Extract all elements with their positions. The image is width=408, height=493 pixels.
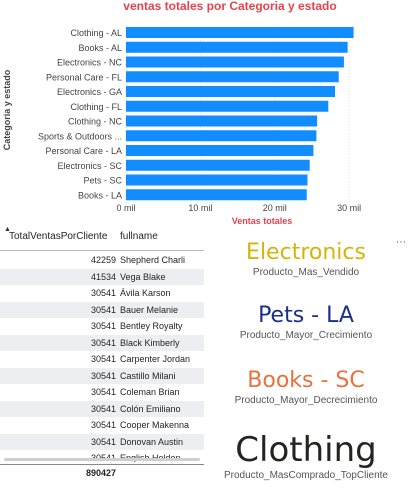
cell-fullname: Vega Blake bbox=[120, 271, 166, 282]
cell-total-ventas: 30541 bbox=[90, 387, 116, 398]
cell-fullname: Shepherd Charli bbox=[120, 255, 186, 266]
table-row[interactable]: 30541 Colón Emiliano bbox=[0, 400, 204, 417]
category-label: Electronics - SC bbox=[57, 161, 122, 171]
cell-fullname: English Holden bbox=[120, 453, 181, 462]
bar bbox=[126, 115, 318, 127]
bar bbox=[126, 71, 339, 83]
category-label: Electronics - GA bbox=[57, 87, 122, 97]
column-header-total[interactable]: TotalVentasPorCliente bbox=[9, 231, 108, 242]
cell-fullname: Donovan Austin bbox=[120, 436, 184, 447]
category-label: Personal Care - FL bbox=[46, 72, 122, 82]
bar bbox=[126, 27, 354, 38]
table-total-row: 890427 bbox=[0, 464, 204, 483]
table-row[interactable]: 30541 Coleman Brian bbox=[0, 384, 204, 401]
cell-fullname: Ávila Karson bbox=[120, 288, 171, 299]
cell-total-ventas: 41534 bbox=[90, 271, 116, 282]
bar bbox=[126, 86, 335, 97]
table-row[interactable]: 30541 Bentley Royalty bbox=[0, 318, 204, 335]
card-label: Producto_Mayor_Decrecimiento bbox=[234, 395, 378, 406]
bar bbox=[126, 159, 310, 171]
card-producto-mascomprado-topcliente[interactable]: Clothing Producto_MasComprado_TopCliente bbox=[204, 430, 408, 481]
column-header-fullname[interactable]: fullname bbox=[120, 231, 158, 242]
card-value: Pets - LA bbox=[258, 303, 354, 328]
category-label: Books - AL bbox=[78, 43, 122, 53]
bar bbox=[126, 41, 348, 53]
category-label: Clothing - AL bbox=[70, 28, 122, 38]
cell-fullname: Cooper Makenna bbox=[120, 420, 190, 431]
horizontal-scrollbar[interactable] bbox=[4, 458, 200, 461]
bar bbox=[126, 100, 329, 112]
card-producto-mas-vendido[interactable]: Electronics Producto_Mas_Vendido bbox=[204, 240, 408, 278]
cell-fullname: Black Kimberly bbox=[120, 337, 180, 348]
cell-total-ventas: 30541 bbox=[90, 288, 116, 299]
x-tick-label: 10 mil bbox=[188, 203, 212, 213]
bar bbox=[126, 130, 317, 142]
chart-title: ventas totales por Categoria y estado bbox=[123, 0, 336, 13]
cell-fullname: Castillo Milani bbox=[120, 370, 176, 381]
cell-total-ventas: 30541 bbox=[90, 337, 116, 348]
table-row[interactable]: 41534 Vega Blake bbox=[0, 268, 204, 285]
cell-total-ventas: 30541 bbox=[90, 354, 116, 365]
cell-fullname: Colón Emiliano bbox=[120, 403, 181, 414]
cell-total-ventas: 30541 bbox=[90, 370, 116, 381]
cell-total-ventas: 30541 bbox=[90, 304, 116, 315]
cell-fullname: Bentley Royalty bbox=[120, 321, 183, 332]
x-tick-label: 30 mil bbox=[337, 203, 361, 213]
table-header: ▲ TotalVentasPorCliente fullname bbox=[0, 226, 204, 251]
card-label: Producto_Mas_Vendido bbox=[252, 267, 360, 278]
table-row[interactable]: 30541 Bauer Melanie bbox=[0, 301, 204, 318]
card-value: Clothing bbox=[235, 430, 377, 470]
x-axis-title: Ventas totales bbox=[232, 216, 293, 226]
table-row[interactable]: 30541 Ávila Karson bbox=[0, 285, 204, 302]
category-label: Sports & Outdoors ... bbox=[38, 131, 122, 141]
table-body: 42259 Shepherd Charli 41534 Vega Blake 30541… bbox=[0, 252, 204, 462]
bar-chart: ventas totales por Categoria y estado 0 m… bbox=[2, 0, 361, 226]
cell-total-ventas: 30541 bbox=[90, 321, 116, 332]
card-producto-mayor-decrecimiento[interactable]: Books - SC Producto_Mayor_Decrecimiento bbox=[204, 368, 408, 406]
cell-total-ventas: 30541 bbox=[90, 403, 116, 414]
cell-total-ventas: 30541 bbox=[90, 420, 116, 431]
table-visual[interactable]: ▲ TotalVentasPorCliente fullname 42259 Sh… bbox=[0, 226, 204, 493]
card-label: Producto_Mayor_Crecimiento bbox=[239, 330, 373, 341]
category-label: Clothing - NC bbox=[68, 117, 123, 127]
cell-fullname: Coleman Brian bbox=[120, 387, 180, 398]
table-row[interactable]: 30541 Carpenter Jordan bbox=[0, 351, 204, 368]
table-row[interactable]: 30541 Cooper Makenna bbox=[0, 417, 204, 434]
bar bbox=[126, 56, 344, 68]
card-value: Books - SC bbox=[247, 368, 365, 393]
category-label: Pets - SC bbox=[83, 176, 122, 186]
table-total-value: 890427 bbox=[85, 468, 116, 478]
cell-total-ventas: 30541 bbox=[90, 436, 116, 447]
table-row[interactable]: 42259 Shepherd Charli bbox=[0, 252, 204, 269]
table-row[interactable]: 30541 English Holden bbox=[0, 450, 204, 462]
cell-total-ventas: 30541 bbox=[91, 453, 116, 462]
card-producto-mayor-crecimiento[interactable]: Pets - LA Producto_Mayor_Crecimiento bbox=[204, 303, 408, 341]
y-axis-title: Categoria y estado bbox=[2, 69, 12, 150]
card-value: Electronics bbox=[246, 240, 366, 265]
table-row[interactable]: 30541 Castillo Milani bbox=[0, 367, 204, 384]
cell-total-ventas: 42259 bbox=[90, 255, 116, 266]
x-tick-label: 0 mil bbox=[116, 203, 135, 213]
sort-ascending-icon[interactable]: ▲ bbox=[4, 226, 11, 233]
category-label: Books - LA bbox=[78, 190, 122, 200]
table-row[interactable]: 30541 Donovan Austin bbox=[0, 433, 204, 450]
category-label: Clothing - FL bbox=[70, 102, 122, 112]
bar-chart-visual[interactable]: ventas totales por Categoria y estado 0 m… bbox=[0, 0, 408, 228]
category-label: Personal Care - LA bbox=[45, 146, 122, 156]
bar bbox=[126, 189, 307, 201]
cell-fullname: Carpenter Jordan bbox=[120, 354, 191, 365]
table-row[interactable]: 30541 Black Kimberly bbox=[0, 334, 204, 351]
x-tick-label: 20 mil bbox=[263, 203, 287, 213]
more-options-icon[interactable]: ⋯ bbox=[396, 237, 406, 248]
cell-fullname: Bauer Melanie bbox=[120, 304, 179, 315]
bar bbox=[126, 174, 308, 186]
card-label: Producto_MasComprado_TopCliente bbox=[224, 470, 388, 481]
category-label: Electronics - NC bbox=[57, 58, 123, 68]
bar bbox=[126, 145, 314, 156]
